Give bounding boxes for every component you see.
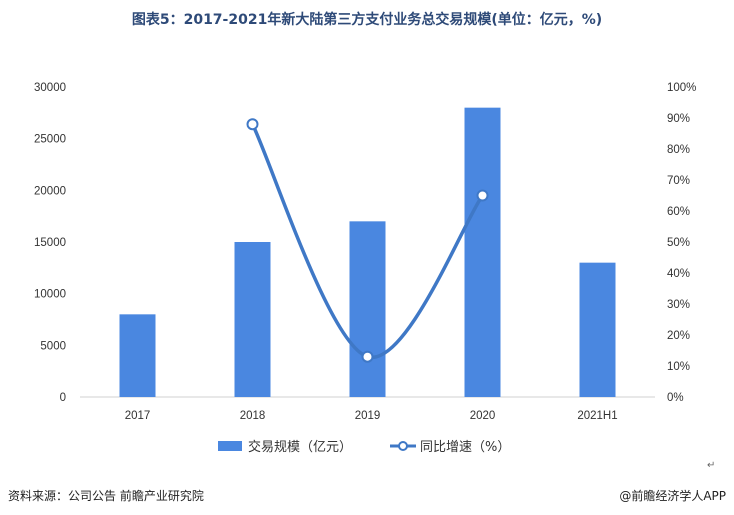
brand-credit: @前瞻经济学人APP — [619, 489, 726, 503]
y-right-tick-label: 80% — [667, 144, 690, 156]
line-point — [361, 350, 374, 363]
line-point — [246, 118, 259, 131]
bar — [119, 314, 156, 397]
legend-line-marker — [398, 441, 408, 451]
legend: 交易规模（亿元） 同比增速（%） — [218, 439, 510, 455]
y-right-tick-label: 10% — [667, 361, 690, 373]
line-point — [476, 189, 489, 202]
y-left-tick-label: 15000 — [34, 237, 66, 249]
bar — [464, 107, 501, 398]
line-series — [246, 118, 489, 363]
legend-bar-label: 交易规模（亿元） — [248, 439, 352, 455]
y-right-tick-label: 70% — [667, 175, 690, 187]
y-left-tick-label: 10000 — [34, 289, 66, 301]
bar — [349, 221, 386, 397]
source-note: 资料来源：公司公告 前瞻产业研究院 — [8, 489, 204, 503]
y-axis-right: 0% 10% 20% 30% 40% 50% 60% 70% 80% 90% 100% — [667, 82, 696, 404]
x-tick-label: 2017 — [125, 410, 151, 422]
y-right-tick-label: 30% — [667, 299, 690, 311]
x-tick-label: 2021H1 — [577, 410, 617, 422]
bar — [579, 262, 616, 397]
y-right-tick-label: 90% — [667, 113, 690, 125]
y-left-tick-label: 25000 — [34, 134, 66, 146]
bar — [234, 242, 271, 397]
y-left-tick-label: 30000 — [34, 82, 66, 94]
y-right-tick-label: 0% — [667, 392, 684, 404]
y-right-tick-label: 60% — [667, 206, 690, 218]
y-left-tick-label: 20000 — [34, 185, 66, 197]
y-right-tick-label: 20% — [667, 330, 690, 342]
y-left-tick-label: 0 — [60, 392, 66, 404]
chart-title: 图表5：2017-2021年新大陆第三方支付业务总交易规模(单位：亿元，%) — [131, 12, 603, 28]
x-tick-label: 2019 — [355, 410, 381, 422]
y-right-tick-label: 100% — [667, 82, 696, 94]
x-tick-label: 2018 — [240, 410, 266, 422]
return-mark: ↵ — [707, 460, 716, 471]
legend-bar-swatch — [218, 441, 242, 451]
y-left-tick-label: 5000 — [40, 340, 66, 352]
x-axis-labels: 2017 2018 2019 2020 2021H1 — [125, 410, 618, 422]
y-right-tick-label: 50% — [667, 237, 690, 249]
legend-line-label: 同比增速（%） — [420, 440, 510, 455]
bar-series — [119, 107, 616, 398]
x-tick-label: 2020 — [470, 410, 496, 422]
y-right-tick-label: 40% — [667, 268, 690, 280]
y-axis-left: 0 5000 10000 15000 20000 25000 30000 — [34, 82, 66, 404]
